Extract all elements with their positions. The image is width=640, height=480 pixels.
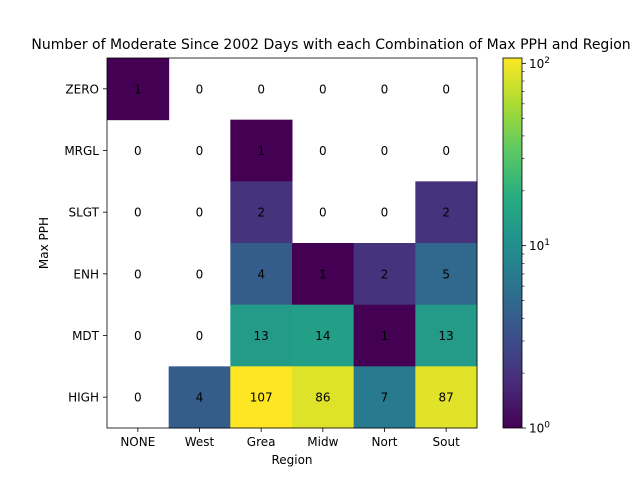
cell-value-label: 1 [381, 329, 389, 343]
colorbar-tick-label: 100 [529, 421, 550, 436]
heatmap-cell [107, 58, 170, 121]
cell-value-label: 0 [134, 144, 142, 158]
cell-value-label: 0 [319, 144, 327, 158]
heatmap-cell [230, 366, 293, 429]
heatmap-cell [292, 366, 355, 429]
heatmap-cell [168, 366, 231, 429]
x-tick-label: NONE [120, 435, 155, 449]
cell-value-label: 0 [381, 82, 389, 96]
cell-value-label: 14 [315, 329, 330, 343]
y-tick-label: MRGL [64, 144, 99, 158]
heatmap-cell [230, 119, 293, 182]
heatmap-cell [292, 304, 355, 367]
x-tick-label: Midw [307, 435, 338, 449]
x-tick-label: Grea [247, 435, 276, 449]
heatmap-cell [230, 181, 293, 244]
heatmap-cell [415, 181, 478, 244]
cell-value-label: 0 [381, 144, 389, 158]
colorbar-tick-base: 10 [529, 239, 544, 253]
cell-value-label: 4 [257, 267, 265, 281]
heatmap-cell [415, 243, 478, 306]
cell-value-label: 5 [442, 267, 450, 281]
cell-value-label: 0 [134, 267, 142, 281]
cell-value-label: 0 [196, 329, 204, 343]
colorbar-tick-exponent: 0 [544, 421, 550, 431]
cell-value-label: 0 [134, 391, 142, 405]
cell-value-label: 13 [254, 329, 269, 343]
y-axis: ZERO MRGL SLGT ENH MDT HIGH [64, 82, 107, 405]
x-tick-label: Sout [433, 435, 461, 449]
cell-value-label: 0 [442, 144, 450, 158]
cell-value-label: 1 [257, 144, 265, 158]
heatmap-cells [107, 58, 478, 429]
y-tick-label: ZERO [65, 82, 99, 96]
x-tick-label: West [185, 435, 215, 449]
cell-value-label: 4 [196, 391, 204, 405]
colorbar-tick-base: 10 [529, 422, 544, 436]
x-axis-label: Region [271, 453, 312, 467]
y-axis-label: Max PPH [37, 217, 51, 269]
colorbar-tick-exponent: 1 [544, 238, 550, 248]
heatmap-cell [353, 304, 416, 367]
cell-value-label: 0 [319, 206, 327, 220]
cell-labels: 1 0 0 0 0 0 0 0 1 0 0 0 0 0 2 0 0 2 0 0 4 1 2 5 0 0 13 14 1 13 0 4 107 86… [134, 82, 454, 404]
colorbar-tick-label: 102 [529, 56, 550, 71]
cell-value-label: 0 [134, 329, 142, 343]
heatmap-cell [415, 304, 478, 367]
heatmap-cell [292, 243, 355, 306]
cell-value-label: 87 [439, 391, 454, 405]
cell-value-label: 0 [196, 267, 204, 281]
cell-value-label: 1 [319, 267, 327, 281]
colorbar-tick-base: 10 [529, 57, 544, 71]
cell-value-label: 0 [196, 206, 204, 220]
colorbar-tick-label: 101 [529, 238, 550, 253]
cell-value-label: 0 [134, 206, 142, 220]
y-tick-label: HIGH [68, 391, 99, 405]
cell-value-label: 1 [134, 82, 142, 96]
heatmap-cell [353, 243, 416, 306]
cell-value-label: 0 [196, 82, 204, 96]
x-axis: NONE West Grea Midw Nort Sout [120, 428, 460, 449]
heatmap-cell [230, 243, 293, 306]
y-tick-label: ENH [73, 267, 99, 281]
cell-value-label: 7 [381, 391, 389, 405]
cell-value-label: 0 [381, 206, 389, 220]
cell-value-label: 0 [257, 82, 265, 96]
cell-value-label: 107 [250, 391, 273, 405]
heatmap-cell [230, 304, 293, 367]
colorbar-gradient [502, 57, 523, 429]
y-tick-label: SLGT [68, 206, 99, 220]
cell-value-label: 0 [442, 82, 450, 96]
colorbar-tick-exponent: 2 [544, 56, 550, 66]
heatmap-cell [353, 366, 416, 429]
x-tick-label: Nort [372, 435, 398, 449]
chart-title: Number of Moderate Since 2002 Days with … [31, 37, 630, 53]
plot-frame [106, 57, 478, 429]
cell-value-label: 13 [439, 329, 454, 343]
cell-value-label: 2 [257, 206, 265, 220]
y-tick-label: MDT [72, 329, 100, 343]
cell-value-label: 2 [381, 267, 389, 281]
cell-value-label: 2 [442, 206, 450, 220]
cell-value-label: 0 [196, 144, 204, 158]
cell-value-label: 86 [315, 391, 330, 405]
heatmap-cell [415, 366, 478, 429]
cell-value-label: 0 [319, 82, 327, 96]
